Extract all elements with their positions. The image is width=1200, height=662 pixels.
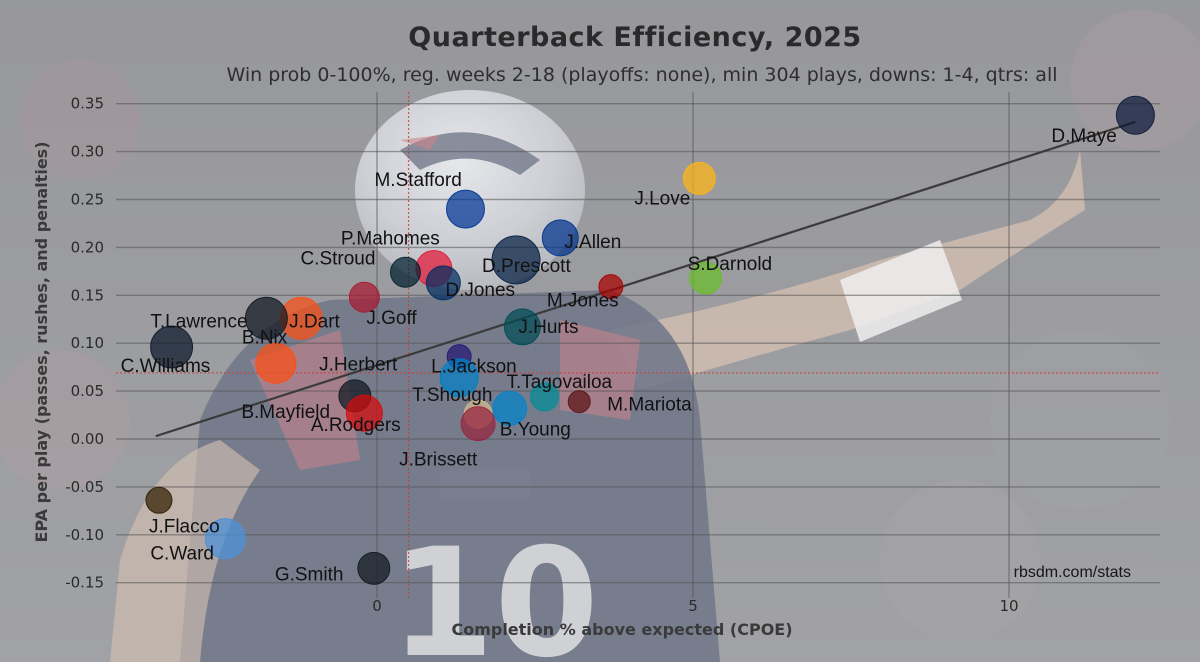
label-m-mariota: M.Mariota [607, 395, 692, 416]
y-tick-label: 0.15 [71, 286, 104, 304]
label-t-shough: T.Shough [412, 385, 492, 406]
label-j-herbert: J.Herbert [319, 355, 398, 376]
point-j-love [682, 161, 716, 195]
label-j-dart: J.Dart [289, 311, 340, 332]
point-t-lawrence [244, 296, 288, 340]
point-c-williams [150, 325, 194, 369]
label-d-jones: D.Jones [445, 280, 515, 301]
label-j-brissett: J.Brissett [399, 450, 478, 471]
point-d-jones [425, 265, 461, 301]
point-j-herbert [439, 358, 479, 398]
label-j-flacco: J.Flacco [149, 516, 220, 537]
point-labels: D.Maye J.Love M.Stafford J.Allen D.Prescott S… [121, 126, 1117, 585]
label-l-jackson: L.Jackson [431, 357, 517, 378]
label-t-lawrence: T.Lawrence [150, 311, 247, 332]
x-tick-label: 10 [999, 597, 1018, 615]
y-tick-label: 0.20 [71, 238, 104, 256]
x-tick-label: 0 [372, 597, 382, 615]
label-c-stroud: C.Stroud [300, 248, 375, 269]
label-m-stafford: M.Stafford [374, 170, 461, 191]
point-d-prescott [491, 235, 541, 285]
trend-line [155, 120, 1136, 438]
label-c-ward: C.Ward [150, 544, 214, 565]
svg-text:10: 10 [390, 517, 599, 662]
point-b-nix [255, 342, 297, 384]
point-j-brissett [460, 406, 496, 442]
label-d-prescott: D.Prescott [482, 256, 571, 277]
y-tick-label: -0.05 [65, 478, 104, 496]
point-m-jones [598, 274, 624, 300]
y-tick-label: 0.05 [71, 382, 104, 400]
point-t-tagovailoa [529, 382, 559, 412]
tick-labels: -0.15 -0.10 -0.05 0.00 0.05 0.10 0.15 0.20 0.25 0… [65, 95, 1018, 615]
y-tick-label: -0.10 [65, 526, 104, 544]
chart-title: Quarterback Efficiency, 2025 [408, 22, 861, 53]
point-j-allen [541, 219, 579, 257]
label-g-smith: G.Smith [275, 564, 344, 585]
credit-label: rbsdm.com/stats [1014, 564, 1131, 581]
y-axis-label: EPA per play (passes, rushes, and penalt… [32, 141, 51, 542]
point-s-darnold [689, 261, 723, 295]
label-j-love: J.Love [634, 188, 690, 209]
label-j-hurts: J.Hurts [518, 317, 578, 338]
label-b-mayfield: B.Mayfield [241, 402, 330, 423]
y-tick-label: -0.15 [65, 574, 104, 592]
label-s-darnold: S.Darnold [688, 254, 773, 275]
point-j-flacco [145, 486, 173, 514]
y-tick-label: 0.10 [71, 334, 104, 352]
point-b-mayfield [345, 394, 383, 432]
point-m-mariota [567, 390, 591, 414]
point-c-stroud [389, 256, 421, 288]
y-tick-label: 0.35 [71, 95, 104, 113]
label-b-young: B.Young [500, 419, 571, 440]
point-g-smith [357, 551, 391, 585]
data-points [145, 95, 1155, 585]
label-d-maye: D.Maye [1051, 126, 1116, 147]
label-t-tagovailoa: T.Tagovailoa [506, 372, 612, 393]
label-p-mahomes: P.Mahomes [341, 228, 440, 249]
y-tick-label: 0.00 [71, 430, 104, 448]
label-b-nix: B.Nix [242, 327, 288, 348]
y-tick-label: 0.30 [71, 143, 104, 161]
point-m-stafford [445, 189, 485, 229]
point-j-hurts [503, 308, 541, 346]
point-j-goff [348, 281, 380, 313]
x-axis-label: Completion % above expected (CPOE) [451, 620, 792, 639]
x-tick-label: 5 [688, 597, 698, 615]
y-tick-label: 0.25 [71, 191, 104, 209]
chart-subtitle: Win prob 0-100%, reg. weeks 2-18 (playof… [226, 64, 1057, 86]
label-m-jones: M.Jones [547, 291, 619, 312]
point-d-maye [1115, 95, 1155, 135]
label-j-goff: J.Goff [366, 308, 417, 329]
point-b-young [492, 390, 528, 426]
label-a-rodgers: A.Rodgers [311, 415, 401, 436]
label-j-allen: J.Allen [564, 232, 621, 253]
point-c-ward [204, 518, 246, 560]
label-c-williams: C.Williams [121, 356, 211, 377]
grid-lines [116, 92, 1160, 598]
